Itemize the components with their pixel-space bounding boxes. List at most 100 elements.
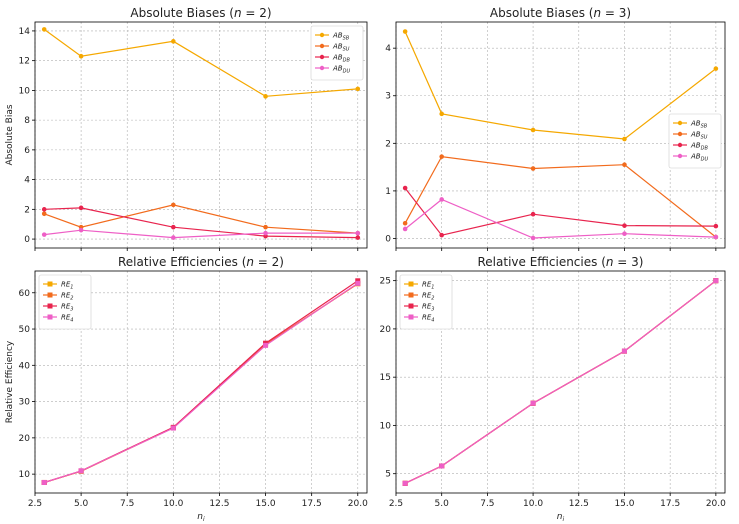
- panel-2: 0 1 2 3 4 Absolute Biases (n = 3) ABSBABSUABDB…: [385, 6, 726, 251]
- x-tick-label: 20.0: [348, 499, 368, 509]
- data-point-AB_SU: [439, 154, 444, 159]
- y-tick-label: 2: [385, 139, 391, 149]
- x-tick-label: 12.5: [209, 499, 229, 509]
- legend-label-RE_2: RE2: [422, 292, 434, 302]
- y-tick-label: 0: [385, 234, 391, 244]
- legend-marker-RE_3: [408, 303, 414, 309]
- series-line-AB_SU: [404, 155, 717, 238]
- legend-label-RE_4: RE4: [422, 314, 434, 324]
- data-point-AB_SU: [622, 162, 627, 168]
- y-tick-label: 25: [380, 277, 391, 287]
- y-tick-label: 10: [19, 470, 31, 480]
- data-point-AB_SU: [41, 211, 47, 217]
- data-point-AB_DB: [530, 211, 536, 217]
- data-point-RE_4: [355, 280, 361, 286]
- data-point-AB_SB: [530, 127, 536, 133]
- y-tick-label: 4: [24, 176, 30, 186]
- legend-marker-RE_1: [408, 281, 414, 287]
- data-point-AB_DB: [439, 232, 444, 238]
- series-line-AB_DB: [404, 187, 716, 236]
- data-point-AB_DU: [263, 230, 268, 236]
- legend-marker-RE_4: [408, 314, 414, 320]
- legend-marker-RE_3: [47, 303, 53, 309]
- data-point-AB_DU: [78, 227, 84, 233]
- legend-marker-AB_DB: [677, 142, 683, 148]
- legend-label-AB_SB: ABSB: [690, 120, 708, 130]
- legend-marker-RE_4: [47, 314, 53, 320]
- plot-frame: [395, 21, 726, 249]
- data-point-RE_4: [263, 342, 269, 348]
- y-tick-label: 10: [19, 86, 31, 96]
- data-point-AB_DB: [171, 224, 176, 230]
- legend-label-AB_SU: ABSU: [690, 131, 708, 141]
- data-point-AB_SB: [402, 29, 408, 34]
- data-point-AB_DB: [355, 235, 361, 240]
- x-tick-label: 15.0: [614, 499, 634, 509]
- data-point-AB_SB: [78, 53, 84, 59]
- legend-marker-AB_DU: [319, 65, 325, 71]
- legend-label-AB_SB: ABSB: [332, 32, 350, 42]
- data-point-AB_DU: [41, 232, 47, 237]
- chart-title: Relative Efficiencies (n = 2): [118, 255, 284, 269]
- chart-title: Relative Efficiencies (n = 3): [478, 255, 644, 269]
- legend-label-AB_DU: ABDU: [690, 153, 708, 163]
- y-tick-label: 10: [380, 421, 392, 431]
- data-point-AB_SU: [263, 224, 268, 230]
- legend-label-AB_DB: ABDB: [332, 54, 350, 64]
- y-tick-label: 60: [19, 289, 31, 299]
- data-point-AB_SU: [171, 202, 176, 208]
- y-tick-label: 40: [19, 361, 31, 371]
- x-tick-label: 17.5: [302, 499, 322, 509]
- y-tick-label: 1: [385, 187, 391, 197]
- legend-label-RE_4: RE4: [61, 314, 73, 324]
- data-point-AB_DB: [402, 185, 408, 191]
- x-tick-label: 5.0: [74, 499, 89, 509]
- legend-box: [668, 113, 722, 169]
- data-point-RE_4: [170, 425, 176, 431]
- data-point-RE_4: [439, 463, 445, 469]
- legend-label-AB_DB: ABDB: [690, 142, 708, 152]
- y-tick-label: 14: [19, 27, 31, 37]
- plot-frame: [34, 21, 368, 249]
- data-point-AB_DB: [622, 223, 627, 228]
- plot-frame: [395, 270, 726, 494]
- panel-3: 2.5 5.0 7.5 10.0 12.5 15.0 17.5 20.0 10 20 30 40 50 6…: [5, 255, 368, 523]
- x-tick-label: 2.5: [28, 499, 42, 509]
- data-point-RE_3: [355, 278, 361, 284]
- legend-marker-RE_2: [408, 292, 414, 298]
- data-point-AB_SU: [402, 220, 408, 226]
- data-point-RE_4: [402, 480, 408, 486]
- y-axis-label: Absolute Bias: [5, 104, 15, 165]
- x-tick-label: 2.5: [389, 499, 403, 509]
- legend-label-RE_3: RE3: [61, 303, 73, 313]
- data-point-AB_DB: [78, 205, 84, 211]
- x-tick-label: 17.5: [660, 499, 680, 509]
- data-point-AB_DU: [622, 231, 627, 237]
- y-tick-label: 3: [385, 92, 391, 102]
- legend-marker-AB_SU: [319, 43, 325, 49]
- data-point-AB_SB: [171, 39, 176, 44]
- data-point-AB_SB: [439, 111, 444, 117]
- legend-marker-AB_DU: [677, 153, 683, 159]
- legend-box: [310, 25, 364, 81]
- x-tick-label: 5.0: [435, 499, 450, 509]
- legend-marker-AB_SU: [677, 131, 683, 137]
- y-tick-label: 2: [24, 205, 30, 215]
- legend-marker-AB_DB: [319, 54, 325, 60]
- data-point-AB_SB: [355, 86, 361, 92]
- y-tick-label: 8: [24, 116, 30, 126]
- data-point-AB_SB: [622, 136, 627, 142]
- data-point-RE_4: [41, 479, 47, 485]
- y-tick-label: 20: [380, 325, 392, 335]
- panel-4: 2.5 5.0 7.5 10.0 12.5 15.0 17.5 20.0 5 10 15 20 25 Re…: [380, 255, 727, 523]
- legend-label-RE_2: RE2: [61, 292, 73, 302]
- legend-marker-RE_2: [47, 292, 53, 298]
- y-tick-label: 0: [24, 235, 30, 245]
- data-point-AB_SU: [530, 166, 536, 171]
- panel-1: 0 2 4 6 8 10 12 14 Absolute Biases (n = 2) Absolu…: [5, 6, 368, 251]
- legend-marker-AB_SB: [677, 120, 683, 126]
